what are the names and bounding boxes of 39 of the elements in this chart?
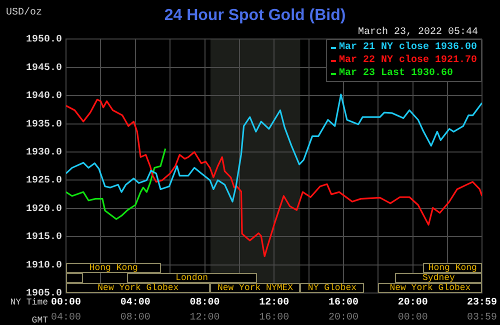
x-tick-label: 12:00: [259, 298, 290, 309]
x-axis-title: NY Time: [10, 297, 48, 308]
annotation: New York Globex: [66, 283, 210, 293]
chart-title: 24 Hour Spot Gold (Bid): [164, 7, 346, 24]
y-tick-label: 1945.0: [26, 62, 62, 74]
y-tick-label: 1925.0: [26, 176, 62, 187]
x-tick-label: 00:00: [51, 298, 82, 309]
annotation: Hong Kong: [423, 263, 482, 273]
annotation: London: [126, 273, 257, 283]
x2-tick-label: 00:00: [398, 312, 428, 324]
y-tick-label: 1920.0: [26, 204, 62, 215]
annotation: NY Globex: [300, 283, 364, 293]
x-tick-label: 04:00: [120, 298, 150, 309]
annotation: Hong Kong: [66, 263, 162, 273]
legend-label: Mar 23 Last 1930.60: [338, 67, 453, 80]
x2-tick-label: 12:00: [190, 312, 220, 324]
x2-tick-label: 04:00: [51, 312, 82, 324]
y-tick-label: 1940.0: [26, 91, 62, 102]
x-tick-label: 08:00: [190, 298, 220, 309]
y-axis-title: USD/oz: [6, 6, 42, 19]
x-tick-label: 16:00: [328, 298, 359, 309]
x2-axis-title: GMT: [32, 315, 49, 325]
x2-tick-label: 16:00: [259, 312, 290, 324]
x-tick-label: 23:59: [466, 298, 498, 309]
y-tick-label: 1935.0: [26, 119, 62, 130]
annotation: New York NYMEX: [210, 283, 300, 293]
chart-subtitle: March 23, 2022 05:44: [358, 26, 478, 38]
annotation: New York Globex: [378, 283, 482, 293]
legend-label: Mar 21 NY close 1936.00: [338, 41, 477, 54]
y-tick-label: 1915.0: [26, 232, 62, 244]
annotation: Sydney: [395, 273, 482, 283]
y-tick-label: 1930.0: [26, 148, 62, 159]
y-tick-label: 1950.0: [26, 34, 62, 46]
y-tick-label: 1910.0: [26, 260, 62, 272]
x2-tick-label: 03:59: [466, 312, 498, 324]
legend-label: Mar 22 NY close 1921.70: [338, 54, 477, 68]
x2-tick-label: 08:00: [120, 312, 150, 324]
x2-tick-label: 20:00: [328, 312, 359, 324]
x-tick-label: 20:00: [398, 298, 428, 309]
